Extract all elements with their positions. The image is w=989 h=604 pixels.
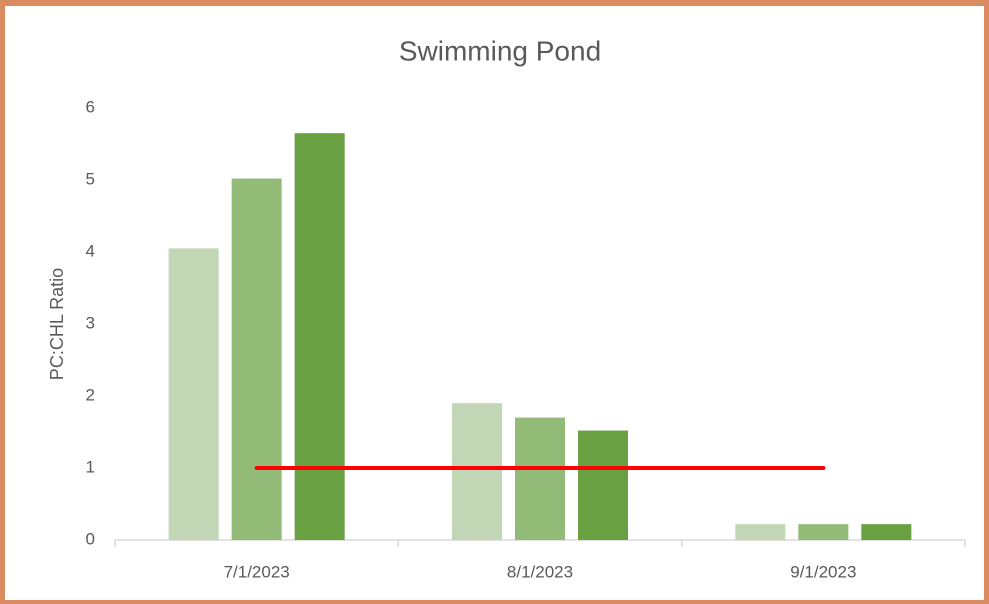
- x-tick-label: 9/1/2023: [790, 562, 856, 581]
- bar: [578, 430, 628, 540]
- y-tick-label: 0: [86, 529, 95, 548]
- bar: [231, 178, 282, 540]
- bar: [515, 417, 565, 540]
- y-tick-label: 3: [86, 313, 95, 332]
- bar: [294, 133, 345, 540]
- bar: [861, 524, 912, 540]
- y-tick-label: 4: [86, 241, 95, 260]
- x-tick-label: 8/1/2023: [507, 562, 573, 581]
- y-axis-title: PC:CHL Ratio: [47, 268, 67, 380]
- x-tick-label: 7/1/2023: [224, 562, 290, 581]
- y-tick-label: 6: [86, 97, 95, 116]
- bar: [452, 403, 502, 540]
- chart-title: Swimming Pond: [399, 35, 601, 66]
- bar: [735, 524, 786, 540]
- y-tick-label: 1: [86, 457, 95, 476]
- bar: [798, 524, 849, 540]
- bar: [168, 248, 219, 540]
- y-tick-label: 2: [86, 385, 95, 404]
- y-tick-label: 5: [86, 169, 95, 188]
